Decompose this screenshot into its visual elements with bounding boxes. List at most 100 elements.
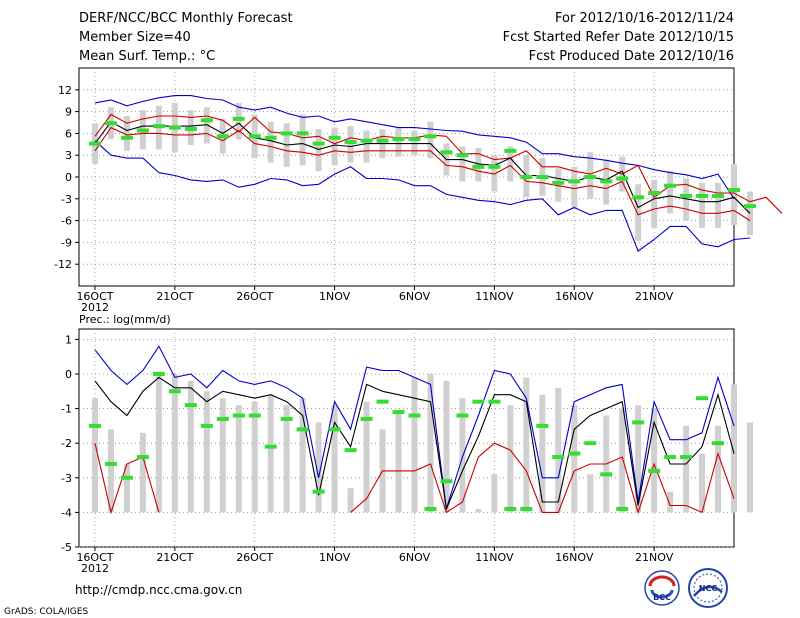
forecast-marker-0-25 bbox=[488, 164, 501, 169]
spread-box-1-38 bbox=[699, 453, 706, 513]
y-tick-label-0-5: 3 bbox=[65, 149, 72, 162]
footer-url[interactable]: http://cmdp.ncc.cma.gov.cn bbox=[75, 583, 242, 597]
spread-box-1-4 bbox=[155, 373, 162, 513]
forecast-marker-1-17 bbox=[360, 416, 373, 421]
x-tick-label-0-5: 11NOV bbox=[475, 290, 514, 303]
spread-box-1-23 bbox=[459, 398, 466, 513]
spread-box-1-3 bbox=[139, 432, 146, 513]
forecast-marker-0-21 bbox=[424, 134, 437, 139]
forecast-marker-0-15 bbox=[328, 135, 341, 140]
spread-box-1-11 bbox=[267, 394, 274, 513]
y-tick-label-1-6: 1 bbox=[65, 333, 72, 346]
spread-box-0-15 bbox=[331, 127, 338, 166]
bcc-logo: BCC bbox=[644, 570, 680, 606]
spread-box-1-26 bbox=[507, 405, 514, 513]
forecast-marker-0-14 bbox=[312, 141, 325, 146]
spread-box-0-29 bbox=[555, 168, 562, 202]
spread-box-1-1 bbox=[107, 429, 114, 513]
header-line-3: Mean Surf. Temp.: °C bbox=[79, 49, 215, 64]
spread-box-1-35 bbox=[651, 408, 658, 513]
ncc-logo-text: NCC bbox=[699, 584, 718, 593]
spread-box-1-9 bbox=[235, 405, 242, 513]
bcc-logo-text: BCC bbox=[653, 593, 671, 602]
forecast-period: For 2012/10/16-2012/11/24 bbox=[555, 11, 734, 26]
forecast-marker-0-26 bbox=[504, 148, 517, 153]
spread-box-0-40 bbox=[731, 163, 737, 225]
forecast-marker-0-16 bbox=[344, 140, 357, 145]
forecast-marker-1-31 bbox=[584, 441, 597, 446]
header-line-2: Member Size=40 bbox=[79, 30, 191, 45]
forecast-marker-1-1 bbox=[104, 461, 117, 466]
spread-box-0-26 bbox=[507, 146, 514, 182]
spread-box-1-6 bbox=[187, 380, 194, 513]
y-tick-label-1-3: -2 bbox=[61, 437, 72, 450]
forecast-marker-1-15 bbox=[328, 427, 341, 432]
spread-box-1-13 bbox=[299, 398, 306, 513]
spread-box-1-24 bbox=[475, 508, 482, 513]
spread-box-1-39 bbox=[715, 425, 722, 513]
spread-box-1-12 bbox=[283, 405, 290, 513]
spread-box-0-23 bbox=[459, 146, 466, 182]
forecast-marker-0-0 bbox=[88, 141, 101, 146]
forecast-marker-1-2 bbox=[120, 475, 133, 480]
forecast-marker-1-14 bbox=[312, 489, 325, 494]
spread-box-0-7 bbox=[203, 107, 210, 144]
forecast-marker-1-7 bbox=[200, 423, 213, 428]
spread-box-1-14 bbox=[315, 422, 322, 513]
forecast-marker-0-8 bbox=[216, 134, 229, 139]
forecast-marker-1-26 bbox=[504, 506, 517, 511]
forecast-marker-1-18 bbox=[376, 399, 389, 404]
forecast-marker-1-30 bbox=[568, 451, 581, 456]
forecast-marker-0-40 bbox=[728, 188, 740, 193]
forecast-marker-0-9 bbox=[232, 116, 245, 121]
spread-box-1-25 bbox=[491, 474, 498, 513]
fcst-produced-date: Fcst Produced Date 2012/10/16 bbox=[529, 49, 734, 64]
y-tick-label-1-4: -1 bbox=[61, 403, 72, 416]
forecast-marker-0-3 bbox=[136, 128, 149, 133]
y-tick-label-1-5: 0 bbox=[65, 368, 72, 381]
x-tick-label-0-0: 16OCT bbox=[76, 290, 113, 303]
series-line-0-3-0 bbox=[94, 126, 751, 222]
x-tick-label-0-2: 26OCT bbox=[236, 290, 273, 303]
spread-box-0-37 bbox=[683, 178, 690, 221]
forecast-marker-0-10 bbox=[248, 134, 261, 139]
spread-box-1-41 bbox=[746, 422, 753, 513]
forecast-marker-1-9 bbox=[232, 413, 245, 418]
series-line-0-2-0 bbox=[94, 121, 751, 214]
forecast-marker-1-29 bbox=[552, 455, 565, 460]
x-tick-label-1-1: 21OCT bbox=[156, 551, 193, 564]
forecast-marker-0-41 bbox=[743, 204, 756, 209]
x-tick-label-0-4: 6NOV bbox=[399, 290, 431, 303]
y-tick-label-0-2: -6 bbox=[61, 215, 72, 228]
forecast-marker-1-27 bbox=[520, 506, 533, 511]
forecast-marker-1-32 bbox=[600, 472, 613, 477]
forecast-marker-1-37 bbox=[680, 455, 693, 460]
x-tick-label-1-2: 26OCT bbox=[236, 551, 273, 564]
forecast-marker-0-29 bbox=[552, 180, 565, 185]
forecast-marker-0-34 bbox=[632, 195, 645, 200]
y-tick-label-0-0: -12 bbox=[54, 258, 72, 271]
x-tick-label-0-6: 16NOV bbox=[555, 290, 594, 303]
spread-box-1-0 bbox=[91, 398, 98, 513]
forecast-marker-1-39 bbox=[712, 441, 725, 446]
temperature-panel: -12 -9 -6 -3 0 3 6 9 12 16OCT 21OCT 26OCT 1NOV 6NOV 11… bbox=[54, 67, 783, 314]
forecast-marker-1-8 bbox=[216, 416, 229, 421]
forecast-marker-0-12 bbox=[280, 131, 293, 136]
forecast-marker-0-2 bbox=[120, 135, 133, 140]
forecast-marker-0-7 bbox=[200, 118, 213, 123]
spread-box-0-36 bbox=[667, 171, 674, 214]
spread-box-1-7 bbox=[203, 391, 210, 513]
forecast-marker-1-13 bbox=[296, 427, 309, 432]
forecast-marker-0-20 bbox=[408, 137, 421, 142]
y-tick-label-0-6: 6 bbox=[65, 127, 72, 140]
series-line-1-2-1 bbox=[350, 442, 735, 515]
header-line-1: DERF/NCC/BCC Monthly Forecast bbox=[79, 11, 293, 26]
x-tick-label-1-7: 21NOV bbox=[635, 551, 674, 564]
spread-box-1-15 bbox=[331, 405, 338, 513]
x-tick-label-1-4: 6NOV bbox=[399, 551, 431, 564]
forecast-marker-1-6 bbox=[184, 403, 197, 408]
forecast-marker-0-13 bbox=[296, 131, 309, 136]
series-line-1-2-0 bbox=[94, 443, 160, 515]
forecast-marker-1-33 bbox=[616, 506, 629, 511]
forecast-marker-0-35 bbox=[648, 190, 661, 195]
